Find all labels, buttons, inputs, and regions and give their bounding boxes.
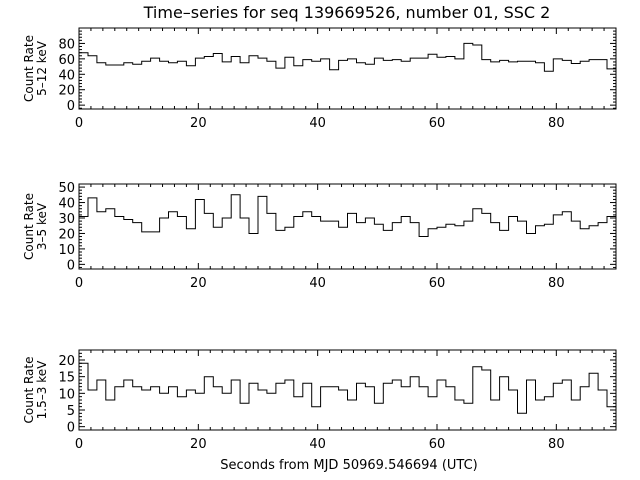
x-tick-label: 60 — [429, 116, 446, 131]
y-tick-label: 20 — [58, 227, 75, 242]
x-tick-label: 40 — [309, 437, 326, 452]
x-tick-label: 80 — [548, 116, 565, 131]
figure-title: Time–series for seq 139669526, number 01… — [143, 3, 551, 22]
count-rate-series — [79, 194, 616, 237]
x-tick-label: 60 — [429, 437, 446, 452]
y-tick-label: 80 — [58, 37, 75, 52]
x-tick-label: 0 — [75, 116, 83, 131]
x-tick-label: 60 — [429, 276, 446, 291]
y-tick-label: 20 — [58, 84, 75, 99]
x-axis-label: Seconds from MJD 50969.546694 (UTC) — [220, 458, 478, 473]
x-tick-label: 20 — [190, 437, 207, 452]
y-axis-band-label: 3–5 keV — [35, 202, 49, 250]
x-tick-label: 40 — [309, 116, 326, 131]
x-tick-label: 20 — [190, 276, 207, 291]
y-tick-label: 40 — [58, 68, 75, 83]
y-tick-label: 10 — [58, 387, 75, 402]
y-axis-label: Count Rate — [22, 193, 36, 260]
x-tick-label: 0 — [75, 437, 83, 452]
y-tick-label: 30 — [58, 212, 75, 227]
y-tick-label: 15 — [58, 371, 75, 386]
y-tick-label: 5 — [67, 404, 75, 419]
y-axis-band-label: 5–12 keV — [35, 40, 49, 96]
y-axis-label: Count Rate — [22, 357, 36, 424]
count-rate-series — [79, 362, 616, 414]
x-tick-label: 40 — [309, 276, 326, 291]
count-rate-series — [79, 42, 616, 72]
y-tick-label: 40 — [58, 197, 75, 212]
plot-frame — [78, 183, 617, 270]
y-tick-label: 50 — [58, 181, 75, 196]
y-tick-label: 0 — [67, 99, 75, 114]
x-tick-label: 0 — [75, 276, 83, 291]
y-tick-label: 0 — [67, 258, 75, 273]
y-tick-label: 0 — [67, 421, 75, 436]
y-axis-band-label: 1.5–3 keV — [35, 360, 49, 419]
y-tick-label: 10 — [58, 243, 75, 258]
x-tick-label: 80 — [548, 437, 565, 452]
y-tick-label: 20 — [58, 354, 75, 369]
x-tick-label: 20 — [190, 116, 207, 131]
y-tick-label: 60 — [58, 53, 75, 68]
x-tick-label: 80 — [548, 276, 565, 291]
y-axis-label: Count Rate — [22, 35, 36, 102]
